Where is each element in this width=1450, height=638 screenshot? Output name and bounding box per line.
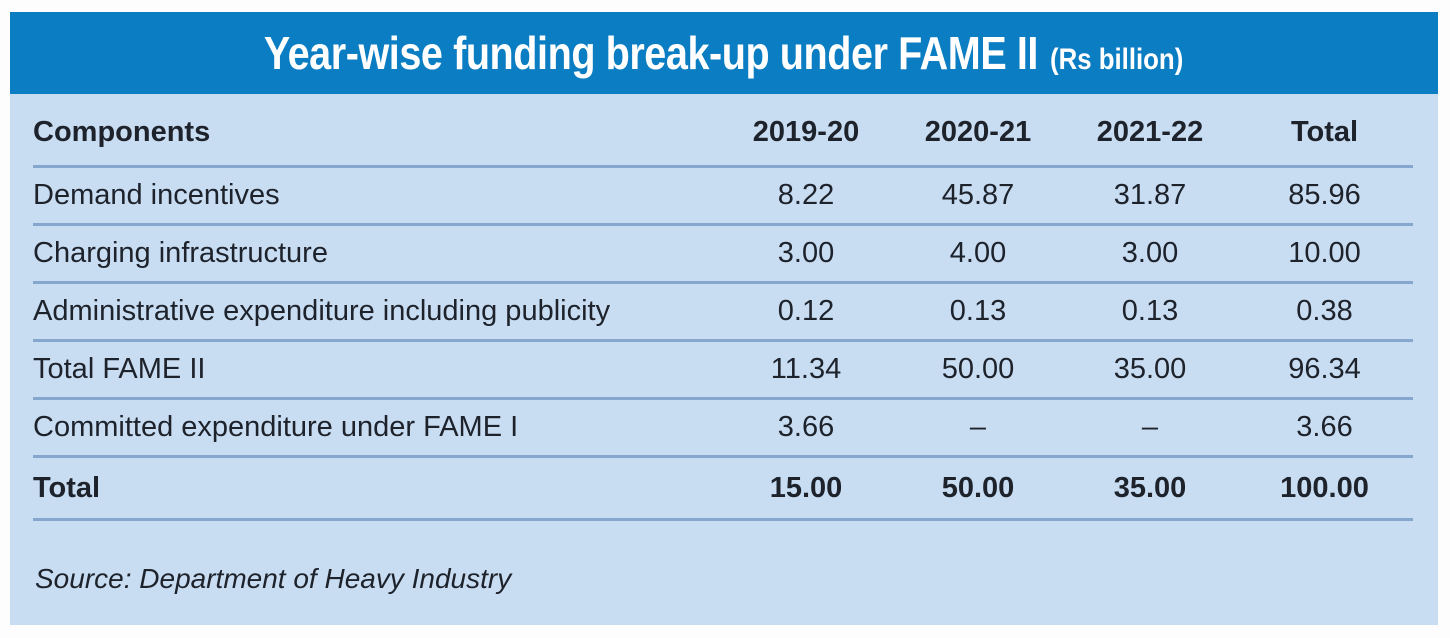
cell-value: 3.66 [777, 411, 835, 443]
cell-value: 50.00 [941, 471, 1015, 504]
cell-value: 15.00 [769, 471, 843, 504]
cell-value: 10.00 [1288, 237, 1361, 269]
cell-value: 50.00 [941, 353, 1015, 385]
table-title-bar: Year-wise funding break-up under FAME II… [10, 12, 1438, 94]
table-row: Administrative expenditure including pub… [33, 284, 1413, 342]
cell-value: 45.87 [941, 179, 1015, 211]
row-label: Administrative expenditure including pub… [33, 295, 611, 327]
cell-value: 0.13 [949, 295, 1007, 327]
cell-value: 100.00 [1280, 471, 1369, 504]
cell-value: 0.12 [777, 295, 835, 327]
row-label: Charging infrastructure [33, 237, 328, 269]
table-title: Year-wise funding break-up under FAME II… [264, 26, 1183, 80]
cell-value: 11.34 [770, 353, 842, 385]
column-header: Total [1290, 116, 1359, 148]
table-row: Committed expenditure under FAME I 3.66 – –… [33, 400, 1413, 458]
column-header: 2019-20 [752, 116, 860, 148]
row-label: Total FAME II [33, 353, 206, 385]
cell-value: 0.38 [1296, 295, 1353, 327]
table-row: Charging infrastructure 3.00 4.00 3.00 10.00 [33, 226, 1413, 284]
cell-value: 85.96 [1288, 179, 1361, 211]
table-row: Total 15.00 50.00 35.00 100.00 [33, 458, 1413, 521]
cell-value: 4.00 [949, 237, 1007, 269]
table-header-row: Components 2019-20 2020-21 2021-22 Total [33, 94, 1413, 168]
cell-value: 35.00 [1113, 471, 1187, 504]
table-row: Demand incentives 8.22 45.87 31.87 85.96 [33, 168, 1413, 226]
title-unit-text: (Rs billion) [1050, 43, 1184, 76]
source-note: Source: Department of Heavy Industry [35, 563, 512, 594]
funding-table: Components 2019-20 2020-21 2021-22 Total Dema… [33, 94, 1413, 521]
fame2-funding-table-panel: Year-wise funding break-up under FAME II… [10, 12, 1438, 625]
row-label: Committed expenditure under FAME I [33, 411, 519, 443]
row-label: Demand incentives [33, 179, 280, 211]
column-header: 2021-22 [1096, 116, 1204, 148]
cell-value: – [1141, 411, 1159, 443]
cell-value: 3.00 [1121, 237, 1179, 269]
cell-value: 31.87 [1113, 179, 1187, 211]
cell-value: – [969, 411, 987, 443]
cell-value: 8.22 [777, 179, 835, 211]
title-text: Year-wise funding break-up under FAME II [264, 27, 1039, 79]
cell-value: 0.13 [1121, 295, 1179, 327]
column-header-components: Components [33, 116, 211, 148]
column-header: 2020-21 [924, 116, 1032, 148]
table-row: Total FAME II 11.34 50.00 35.00 96.34 [33, 342, 1413, 400]
cell-value: 3.00 [777, 237, 835, 269]
cell-value: 3.66 [1296, 411, 1353, 443]
table-body: Components 2019-20 2020-21 2021-22 Total Dema… [10, 94, 1438, 625]
row-label: Total [33, 471, 101, 504]
cell-value: 35.00 [1113, 353, 1187, 385]
cell-value: 96.34 [1288, 353, 1361, 385]
